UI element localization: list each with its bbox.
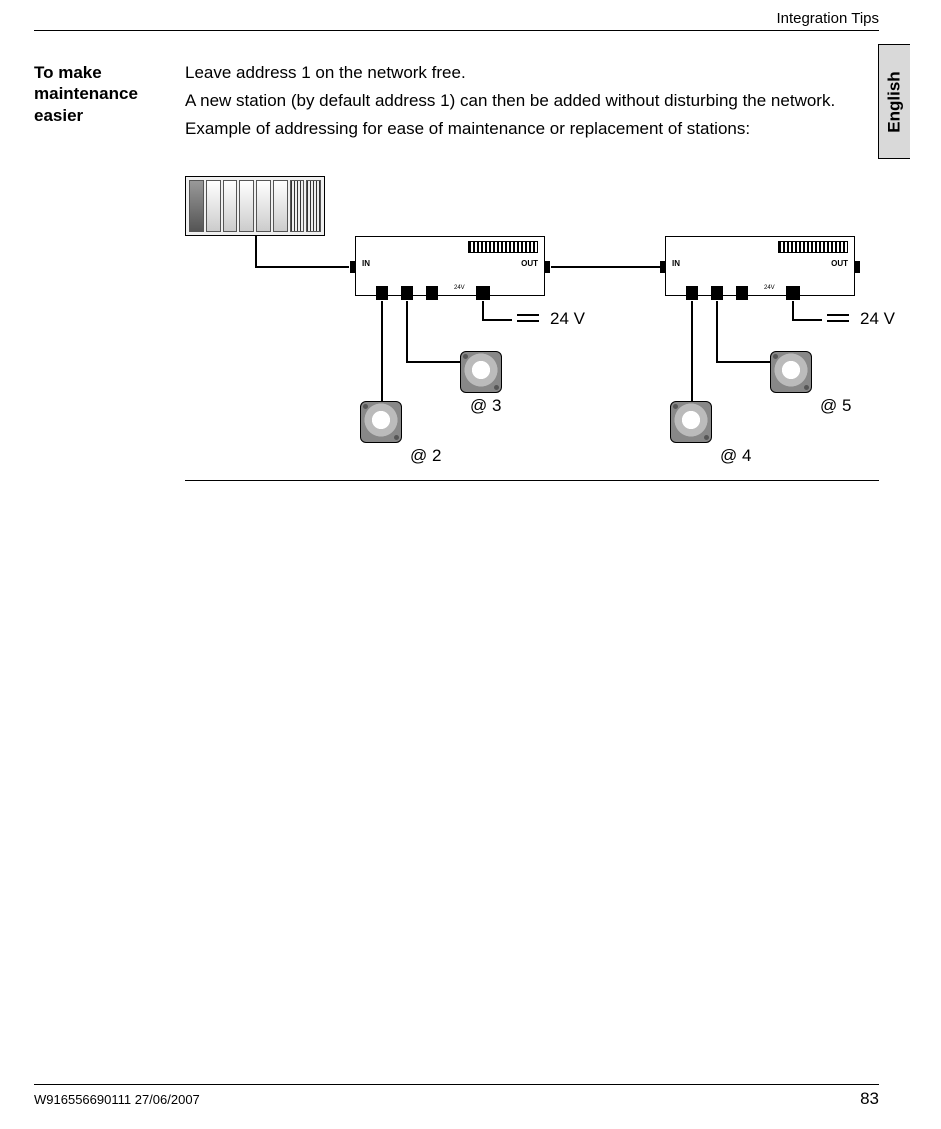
wire xyxy=(406,361,461,363)
hub-in-label: IN xyxy=(672,259,680,268)
hub-port xyxy=(401,286,413,300)
language-tab: English xyxy=(878,44,910,159)
wire xyxy=(716,361,771,363)
hub-port xyxy=(736,286,748,300)
hub-port xyxy=(686,286,698,300)
volt-label-2: 24 V xyxy=(860,309,895,329)
wire xyxy=(551,266,660,268)
power-dash-icon xyxy=(827,314,849,322)
body-text: Leave address 1 on the network free. A n… xyxy=(185,62,875,146)
plc-slot xyxy=(273,180,288,232)
hub-out-label: OUT xyxy=(521,259,538,268)
power-dash-icon xyxy=(517,314,539,322)
volt-label-1: 24 V xyxy=(550,309,585,329)
sensor-icon xyxy=(460,351,502,393)
hub-in-connector xyxy=(350,261,356,273)
sensor-icon xyxy=(670,401,712,443)
hub-panel xyxy=(778,241,848,253)
wire xyxy=(255,266,349,268)
wire xyxy=(255,236,257,266)
hub-pwr-label: 24V xyxy=(454,285,465,291)
hub-in-connector xyxy=(660,261,666,273)
wire xyxy=(381,301,383,401)
page: Integration Tips English To make mainten… xyxy=(0,0,941,1129)
section-heading: To make maintenance easier xyxy=(34,62,174,126)
section-rule xyxy=(185,480,879,481)
hub-port xyxy=(711,286,723,300)
hub-pwr-port xyxy=(476,286,490,300)
footer-page-number: 83 xyxy=(860,1089,879,1109)
hub-port xyxy=(376,286,388,300)
bottom-rule xyxy=(34,1084,879,1085)
hub-out-connector xyxy=(854,261,860,273)
hub-out-label: OUT xyxy=(831,259,848,268)
wire xyxy=(792,319,822,321)
plc-slot xyxy=(189,180,204,232)
plc-slot xyxy=(239,180,254,232)
plc-slot xyxy=(306,180,321,232)
wire xyxy=(792,301,794,319)
sensor-icon xyxy=(770,351,812,393)
hub-panel xyxy=(468,241,538,253)
plc-slot xyxy=(206,180,221,232)
addressing-diagram: IN OUT 24V IN OUT 24V 24 xyxy=(185,176,900,466)
wire xyxy=(482,301,484,319)
addr-label-4: @ 4 xyxy=(720,446,751,466)
addr-label-3: @ 3 xyxy=(470,396,501,416)
header-title: Integration Tips xyxy=(776,10,879,27)
hub-port xyxy=(426,286,438,300)
plc-rack-icon xyxy=(185,176,325,236)
hub-2-icon: IN OUT 24V xyxy=(665,236,855,296)
wire xyxy=(406,301,408,361)
addr-label-5: @ 5 xyxy=(820,396,851,416)
wire xyxy=(691,301,693,401)
hub-pwr-port xyxy=(786,286,800,300)
hub-pwr-label: 24V xyxy=(764,285,775,291)
addr-label-2: @ 2 xyxy=(410,446,441,466)
plc-slot xyxy=(290,180,305,232)
hub-out-connector xyxy=(544,261,550,273)
language-tab-label: English xyxy=(885,71,905,132)
paragraph-1: Leave address 1 on the network free. xyxy=(185,62,875,84)
plc-slot xyxy=(223,180,238,232)
plc-slot xyxy=(256,180,271,232)
hub-in-label: IN xyxy=(362,259,370,268)
hub-1-icon: IN OUT 24V xyxy=(355,236,545,296)
paragraph-3: Example of addressing for ease of mainte… xyxy=(185,118,875,140)
paragraph-2: A new station (by default address 1) can… xyxy=(185,90,875,112)
wire xyxy=(716,301,718,361)
wire xyxy=(482,319,512,321)
top-rule xyxy=(34,30,879,31)
footer-left: W916556690111 27/06/2007 xyxy=(34,1092,200,1107)
sensor-icon xyxy=(360,401,402,443)
